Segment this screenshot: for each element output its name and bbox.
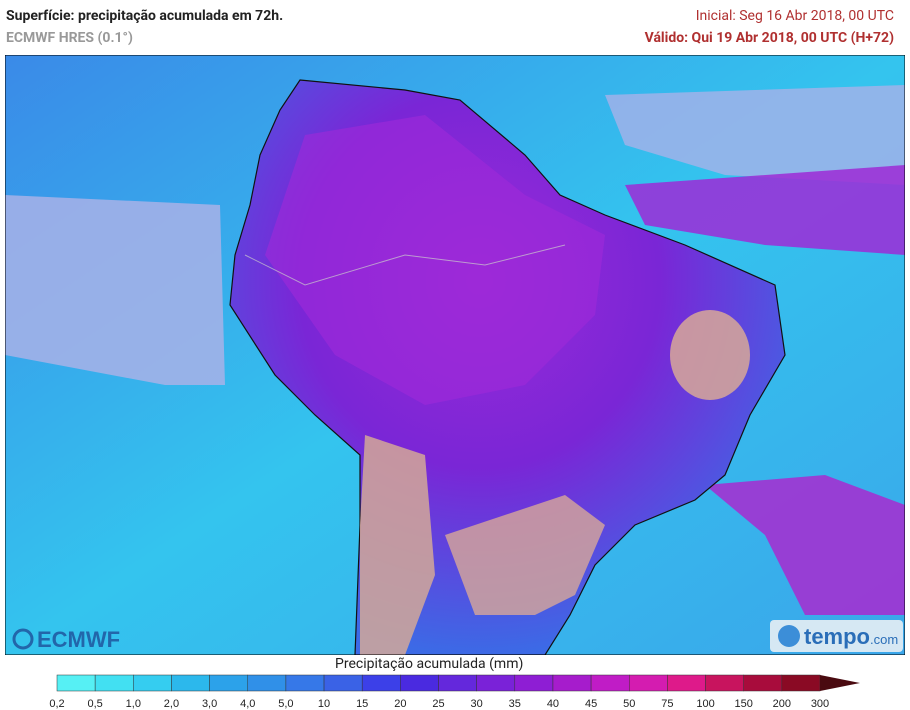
dry-northeast bbox=[670, 310, 750, 400]
colorbar-tick-label: 35 bbox=[509, 698, 521, 710]
colorbar-segment bbox=[400, 674, 439, 692]
colorbar-extend bbox=[820, 675, 860, 691]
colorbar-segment bbox=[552, 674, 592, 692]
model: ECMWF HRES (0.1°) bbox=[6, 30, 133, 46]
colorbar-segment bbox=[285, 674, 325, 692]
dry-andes bbox=[360, 435, 435, 655]
colorbar: 0,2 0,5 1,0 2,0 3,0 4,0 5,0 10 15 20 25 30 35 40 45 50 7… bbox=[49, 674, 860, 710]
colorbar-tick-label: 5,0 bbox=[278, 698, 293, 710]
colorbar-tick-label: 45 bbox=[585, 698, 597, 710]
colorbar-segment bbox=[705, 674, 744, 692]
colorbar-tick-label: 0,2 bbox=[49, 698, 64, 710]
colorbar-segment bbox=[476, 674, 516, 692]
colorbar-segment bbox=[323, 674, 363, 692]
colorbar-tick-label: 75 bbox=[661, 698, 673, 710]
colorbar-segment bbox=[590, 674, 630, 692]
title: Superfície: precipitação acumulada em 72… bbox=[6, 8, 284, 24]
colorbar-tick-label: 15 bbox=[356, 698, 368, 710]
dry-atlantic bbox=[605, 85, 905, 185]
colorbar-tick-label: 100 bbox=[696, 698, 714, 710]
colorbar-segment bbox=[247, 674, 287, 692]
colorbar-tick-label: 2,0 bbox=[164, 698, 179, 710]
colorbar-tick-label: 150 bbox=[735, 698, 753, 710]
colorbar-tick-label: 40 bbox=[547, 698, 559, 710]
colorbar-segment bbox=[94, 674, 134, 692]
map: ECMWF tempo.com bbox=[5, 55, 905, 655]
colorbar-segment bbox=[133, 674, 172, 692]
tempo-logo-suffix: .com bbox=[870, 632, 898, 647]
tempo-logo: tempo.com bbox=[770, 620, 903, 652]
river bbox=[244, 244, 566, 286]
colorbar-segment bbox=[743, 674, 783, 692]
ecmwf-logo: ECMWF bbox=[12, 627, 120, 652]
valid-time: Válido: Qui 19 Abr 2018, 00 UTC (H+72) bbox=[644, 30, 894, 46]
colorbar-segment bbox=[629, 674, 668, 692]
colorbar-segment bbox=[209, 674, 249, 692]
colorbar-tick-label: 3,0 bbox=[202, 698, 217, 710]
legend-title: Precipitação acumulada (mm) bbox=[335, 656, 524, 672]
dry-south bbox=[445, 495, 605, 615]
heavy-rain-core bbox=[265, 115, 605, 405]
colorbar-tick-label: 30 bbox=[471, 698, 483, 710]
colorbar-tick-label: 0,5 bbox=[88, 698, 103, 710]
colorbar-tick-label: 25 bbox=[432, 698, 444, 710]
colorbar-segment bbox=[514, 674, 554, 692]
itcz-band bbox=[625, 165, 905, 255]
ecmwf-logo-text: ECMWF bbox=[37, 627, 120, 652]
colorbar-segment bbox=[171, 674, 210, 692]
dry-pacific bbox=[5, 195, 225, 385]
south-atlantic-band bbox=[705, 475, 905, 615]
colorbar-segment bbox=[667, 674, 706, 692]
colorbar-tick-label: 1,0 bbox=[126, 698, 141, 710]
svg-text:tempo.com: tempo.com bbox=[804, 624, 898, 649]
colorbar-tick-label: 20 bbox=[394, 698, 406, 710]
colorbar-segment bbox=[361, 674, 401, 692]
colorbar-segment bbox=[781, 674, 821, 692]
colorbar-tick-label: 200 bbox=[773, 698, 791, 710]
colorbar-tick-label: 4,0 bbox=[240, 698, 255, 710]
colorbar-tick-label: 10 bbox=[318, 698, 330, 710]
colorbar-segment bbox=[438, 674, 477, 692]
colorbar-segment bbox=[56, 674, 96, 692]
colorbar-tick-label: 50 bbox=[623, 698, 635, 710]
colorbar-tick-label: 300 bbox=[811, 698, 829, 710]
tempo-logo-main: tempo bbox=[804, 624, 870, 649]
initial-time: Inicial: Seg 16 Abr 2018, 00 UTC bbox=[695, 8, 894, 24]
